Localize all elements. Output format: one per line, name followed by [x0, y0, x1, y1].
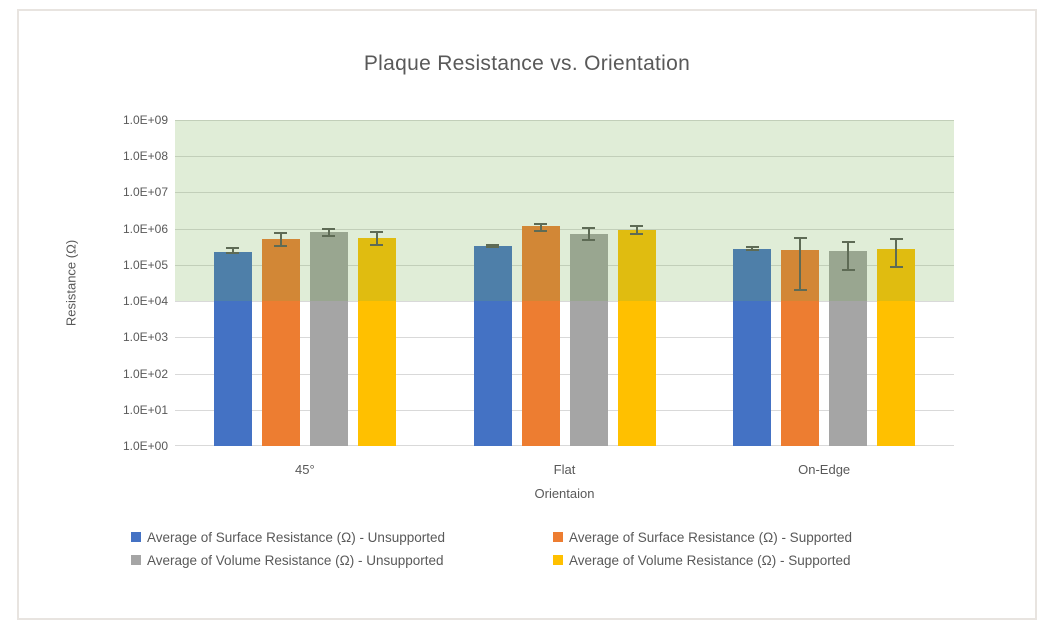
error-bar — [799, 238, 802, 291]
x-tick-label: Flat — [553, 462, 576, 477]
y-tick-label: 1.0E+09 — [122, 113, 168, 127]
error-bar-cap — [322, 227, 336, 230]
error-bar-cap — [745, 249, 759, 252]
error-bar-cap — [226, 246, 240, 249]
bar — [829, 251, 868, 446]
bar — [309, 231, 348, 446]
legend-marker-icon — [553, 532, 563, 542]
bar — [213, 251, 252, 446]
error-bar-cap — [486, 244, 499, 247]
error-bar — [539, 223, 542, 232]
x-tick-label: On-Edge — [798, 462, 851, 477]
legend-marker-icon — [553, 555, 563, 565]
y-axis-title: Resistance (Ω) — [63, 239, 79, 327]
y-tick-label: 1.0E+08 — [122, 149, 168, 164]
error-bar-cap — [274, 245, 288, 248]
gridline — [175, 264, 954, 266]
chart-title: Plaque Resistance vs. Orientation — [363, 52, 691, 75]
legend-marker-icon — [131, 555, 141, 565]
gridline — [175, 192, 954, 194]
legend: Average of Surface Resistance (Ω) - Unsu… — [131, 527, 852, 570]
gridline — [175, 337, 954, 339]
bar — [473, 246, 512, 446]
gridline — [175, 156, 954, 158]
x-tick-label: 45° — [294, 462, 315, 477]
legend-label: Average of Volume Resistance (Ω) - Unsup… — [147, 552, 444, 568]
error-bar — [847, 241, 850, 271]
error-bar-cap — [582, 238, 595, 241]
bar — [261, 238, 300, 446]
legend-item: Average of Surface Resistance (Ω) - Supp… — [553, 527, 852, 547]
bar — [617, 229, 656, 446]
error-bar — [327, 228, 330, 236]
legend-label: Average of Surface Resistance (Ω) - Supp… — [569, 529, 852, 545]
error-bar — [635, 225, 638, 235]
error-bar-cap — [370, 231, 384, 234]
legend-item: Average of Volume Resistance (Ω) - Suppo… — [553, 550, 852, 570]
x-axis-title: Orientaion — [534, 486, 595, 501]
gridline — [175, 373, 954, 375]
bar — [357, 238, 396, 446]
error-bar — [751, 246, 754, 251]
error-bar-cap — [889, 265, 903, 268]
error-bar-cap — [274, 231, 288, 234]
error-bar-cap — [793, 289, 807, 292]
legend-label: Average of Surface Resistance (Ω) - Unsu… — [147, 529, 445, 545]
bar — [521, 226, 560, 446]
legend-marker-icon — [131, 532, 141, 542]
error-bar — [375, 232, 378, 246]
error-bar-cap — [486, 246, 499, 249]
error-bar-cap — [534, 230, 547, 233]
error-bar — [895, 239, 898, 267]
gridline — [175, 228, 954, 230]
y-tick-label: 1.0E+07 — [122, 185, 168, 200]
y-tick-label: 1.0E+04 — [122, 294, 168, 309]
error-bar-cap — [322, 234, 336, 237]
bar — [569, 233, 608, 446]
y-tick-label: 1.0E+06 — [122, 221, 168, 236]
y-tick-label: 1.0E+05 — [122, 257, 168, 272]
gridline — [175, 120, 954, 121]
bar — [877, 249, 916, 446]
y-tick-label: 1.0E+00 — [122, 439, 168, 453]
error-bar-cap — [630, 233, 643, 236]
error-bar-cap — [226, 252, 240, 255]
error-bar-cap — [841, 269, 855, 272]
legend-item: Average of Surface Resistance (Ω) - Unsu… — [131, 527, 553, 547]
error-bar-cap — [630, 224, 643, 227]
error-bar-cap — [370, 244, 384, 247]
gridline — [175, 409, 954, 411]
legend-item: Average of Volume Resistance (Ω) - Unsup… — [131, 550, 553, 570]
plot-area — [175, 120, 954, 446]
error-bar — [587, 227, 590, 240]
error-bar-cap — [534, 222, 547, 225]
error-bar-cap — [793, 237, 807, 240]
error-bar-cap — [582, 226, 595, 229]
error-bar — [279, 232, 282, 247]
error-bar — [231, 247, 234, 254]
y-tick-label: 1.0E+01 — [122, 402, 168, 417]
y-tick-label: 1.0E+03 — [122, 330, 168, 345]
legend-label: Average of Volume Resistance (Ω) - Suppo… — [569, 552, 851, 568]
error-bar-cap — [745, 245, 759, 248]
error-bar-cap — [841, 240, 855, 243]
error-bar-cap — [889, 238, 903, 241]
y-tick-label: 1.0E+02 — [122, 366, 168, 381]
gridline — [175, 301, 954, 303]
bar — [733, 249, 772, 446]
